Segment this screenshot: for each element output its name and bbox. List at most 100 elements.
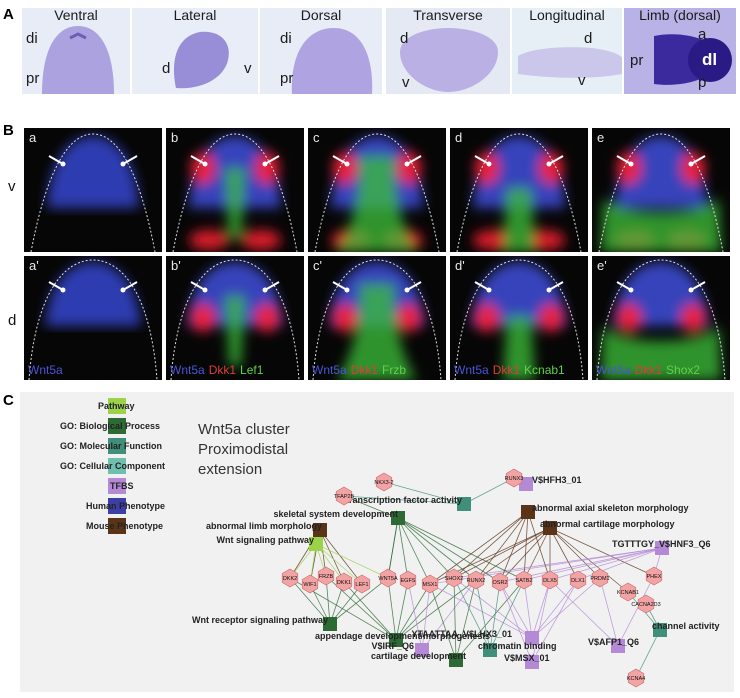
term-node bbox=[525, 655, 539, 669]
gene-node bbox=[627, 668, 645, 688]
channel-caption: Wnt5a Dkk1 Kcnab1 bbox=[454, 363, 565, 377]
gene-node bbox=[375, 472, 393, 492]
fluorescence-tile: d' Wnt5a Dkk1 Kcnab1 bbox=[450, 256, 588, 380]
gene-label: RUNX2 bbox=[467, 578, 486, 584]
network-edge bbox=[635, 629, 661, 679]
fluorescence-image bbox=[172, 133, 298, 252]
gene-label: DKK2 bbox=[283, 576, 297, 582]
panelA-tile-dorsal: Dorsal di pr bbox=[260, 8, 382, 94]
legend-label: Mouse Phenotype bbox=[86, 521, 164, 531]
term-node bbox=[415, 643, 429, 657]
term-label: appendage development/morphogenesis bbox=[315, 631, 490, 641]
network-edge bbox=[549, 527, 655, 577]
network-edge bbox=[599, 577, 619, 647]
gene-node bbox=[421, 574, 439, 594]
network-edge bbox=[455, 579, 525, 661]
network-edge bbox=[489, 581, 501, 651]
term-node bbox=[449, 653, 463, 667]
legend-label: GO: Cellular Component bbox=[60, 461, 166, 471]
gene-label: OSR2 bbox=[493, 580, 508, 586]
term-node bbox=[611, 639, 625, 653]
channel-label: Lef1 bbox=[240, 363, 264, 377]
network-edge bbox=[453, 577, 533, 639]
panelA-tile-ventral: Ventral di pr bbox=[22, 8, 130, 94]
network-legend: Pathway GO: Biological Process GO: Molecul… bbox=[60, 398, 200, 538]
tile-letter: e' bbox=[597, 258, 607, 273]
network-edge bbox=[453, 577, 457, 661]
network-edge bbox=[429, 583, 533, 639]
network-edge bbox=[531, 579, 551, 663]
gene-label: WNT5A bbox=[378, 576, 398, 582]
axis-label: v bbox=[578, 72, 586, 89]
legend-swatch bbox=[108, 478, 126, 494]
title-line: Proximodistal bbox=[198, 441, 289, 458]
fluorescence-tile: c bbox=[308, 128, 446, 252]
channel-caption: Wnt5a bbox=[28, 363, 63, 377]
fluorescence-image bbox=[312, 259, 442, 380]
network-edge bbox=[475, 511, 529, 581]
network-title: Wnt5a cluster Proximodistal extension bbox=[198, 420, 290, 480]
fluorescence-tile: b' Wnt5a Dkk1 Lef1 bbox=[166, 256, 304, 380]
legend-label: TFBS bbox=[110, 481, 134, 491]
fluorescence-tile: a bbox=[24, 128, 162, 252]
fluorescence-tile: c' Wnt5a Dkk1 Frzb bbox=[308, 256, 446, 380]
dorsal-embryo-stain bbox=[291, 28, 373, 94]
panelA-tile-longitudinal: Longitudinal d v bbox=[512, 8, 622, 94]
axis-label: di bbox=[26, 30, 38, 47]
term-node bbox=[483, 643, 497, 657]
legend-label: Human Phenotype bbox=[86, 501, 166, 511]
gene-label: WIF1 bbox=[303, 582, 316, 588]
tile-letter: d' bbox=[455, 258, 465, 273]
network-edge bbox=[397, 517, 477, 581]
gene-node bbox=[645, 566, 663, 586]
term-node bbox=[391, 511, 405, 525]
network-edge bbox=[395, 579, 477, 641]
network-edge bbox=[523, 527, 551, 581]
gene-label: DLX1 bbox=[571, 578, 585, 584]
gene-node bbox=[541, 570, 559, 590]
panelA-tile-limb: Limb (dorsal) a pr dl p bbox=[624, 8, 736, 94]
network-edge bbox=[421, 579, 477, 651]
fluorescence-tile: e' Wnt5a Dkk1 Shox2 bbox=[592, 256, 730, 380]
gene-label: TFAP2B bbox=[334, 494, 355, 500]
network-edge bbox=[531, 577, 601, 639]
channel-caption: Wnt5a Dkk1 Shox2 bbox=[596, 363, 700, 377]
tile-title: Longitudinal bbox=[529, 8, 605, 23]
gene-label: SHOX2 bbox=[445, 576, 464, 582]
row-label-dorsal: d bbox=[8, 312, 17, 329]
network-edge bbox=[395, 583, 431, 641]
network-graph: transcription factor activity V$HFH3_01ab… bbox=[192, 468, 720, 688]
transverse-section-stain bbox=[400, 28, 498, 92]
panelA-tile-lateral: Lateral d v bbox=[132, 8, 258, 94]
network-edge bbox=[329, 577, 389, 625]
gene-label: NKX3-2 bbox=[374, 480, 393, 486]
axis-label: a bbox=[698, 26, 707, 43]
gene-label: LEF1 bbox=[355, 582, 368, 588]
network-edge bbox=[343, 495, 465, 505]
network-edge bbox=[343, 495, 399, 519]
row-label-ventral: v bbox=[8, 178, 16, 195]
gene-node bbox=[569, 570, 587, 590]
axis-label: d bbox=[162, 60, 171, 77]
legend-swatch bbox=[108, 518, 126, 534]
lateral-embryo-stain bbox=[174, 31, 229, 89]
axis-label: v bbox=[244, 60, 252, 77]
network-edge bbox=[549, 527, 579, 581]
tile-letter: e bbox=[597, 130, 605, 145]
fluorescence-image bbox=[456, 133, 582, 252]
network-edge bbox=[319, 529, 363, 585]
network-edge bbox=[453, 547, 663, 579]
network-edge bbox=[523, 511, 529, 581]
network-edge bbox=[549, 547, 663, 581]
network-edge bbox=[397, 517, 431, 585]
network-edge bbox=[397, 517, 409, 581]
gene-label: RUNX3 bbox=[505, 476, 524, 482]
gene-node bbox=[619, 582, 637, 602]
tile-letter: a' bbox=[29, 258, 39, 273]
term-node bbox=[525, 631, 539, 645]
term-node bbox=[653, 623, 667, 637]
gene-label: SATB2 bbox=[515, 578, 532, 584]
channel-caption: Wnt5a Dkk1 Frzb bbox=[312, 363, 406, 377]
network-edge bbox=[549, 527, 629, 593]
network-edge bbox=[421, 583, 431, 651]
